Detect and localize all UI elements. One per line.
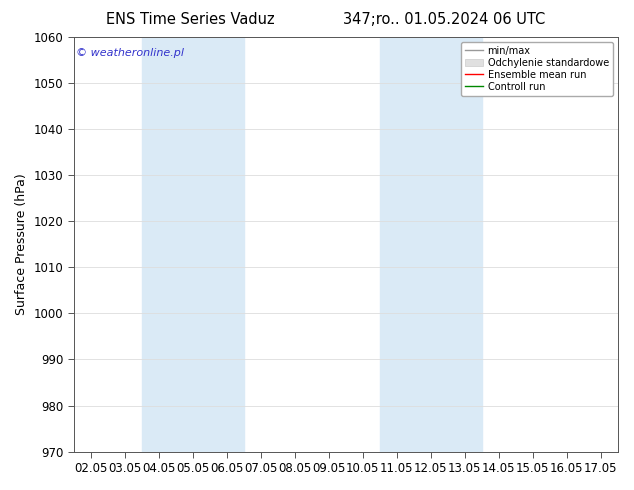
Y-axis label: Surface Pressure (hPa): Surface Pressure (hPa) (15, 173, 28, 315)
Text: © weatheronline.pl: © weatheronline.pl (77, 48, 184, 57)
Text: ENS Time Series Vaduz: ENS Time Series Vaduz (106, 12, 275, 27)
Bar (380, 37, 482, 452)
Text: 347;ro.. 01.05.2024 06 UTC: 347;ro.. 01.05.2024 06 UTC (342, 12, 545, 27)
Bar (142, 37, 243, 452)
Legend: min/max, Odchylenie standardowe, Ensemble mean run, Controll run: min/max, Odchylenie standardowe, Ensembl… (462, 42, 612, 96)
